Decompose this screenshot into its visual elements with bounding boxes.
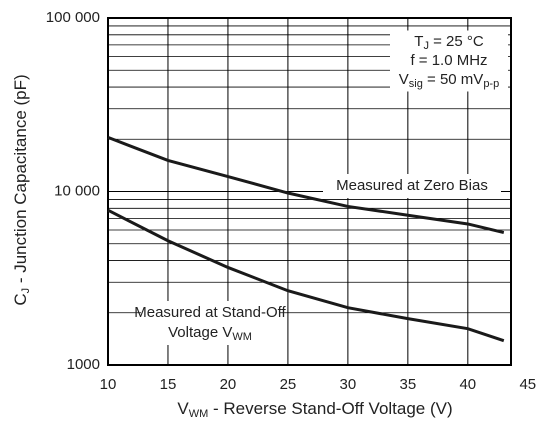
subscript: WM [189, 408, 209, 420]
label-background [390, 30, 508, 92]
text-part: = 25 °C [429, 33, 484, 50]
subscript: J [20, 288, 32, 294]
series-label: Measured at Zero Bias [336, 177, 488, 194]
text-part: C [11, 293, 30, 305]
x-tick-label: 25 [280, 376, 297, 393]
x-tick-label: 45 [519, 376, 536, 393]
text-part: f = 1.0 MHz [410, 52, 487, 69]
label-background [141, 301, 279, 345]
x-tick-label: 20 [220, 376, 237, 393]
x-tick-label: 35 [400, 376, 417, 393]
series-line [107, 208, 505, 343]
x-tick-label: 10 [100, 376, 117, 393]
x-axis-label: VWM - Reverse Stand-Off Voltage (V) [177, 399, 452, 419]
text-part: - Reverse Stand-Off Voltage (V) [208, 399, 452, 418]
y-axis-label: CJ - Junction Capacitance (pF) [11, 74, 31, 305]
y-tick-label: 10 000 [54, 182, 100, 199]
condition-label: f = 1.0 MHz [410, 52, 487, 69]
text-part: V [399, 71, 409, 88]
label-background [323, 174, 501, 198]
y-tick-label: 1000 [67, 356, 100, 373]
series-label: Measured at Stand-Off [134, 304, 286, 321]
x-tick-label: 40 [459, 376, 476, 393]
x-tick-label: 15 [160, 376, 177, 393]
text-part: - Junction Capacitance (pF) [11, 74, 30, 288]
y-tick-label: 100 000 [46, 9, 100, 26]
subscript: J [423, 40, 429, 52]
plot-frame [107, 17, 512, 366]
text-part: Measured at Zero Bias [336, 177, 488, 194]
text-part: V [177, 399, 189, 418]
subscript: p-p [483, 78, 499, 90]
condition-label: TJ = 25 °C [414, 33, 484, 52]
text-part: T [414, 33, 423, 50]
series-label: Voltage VWM [168, 324, 252, 343]
text-part: Voltage V [168, 324, 232, 341]
subscript: WM [232, 331, 252, 343]
condition-label: Vsig = 50 mVp-p [399, 71, 499, 90]
subscript: sig [409, 78, 423, 90]
x-tick-label: 30 [340, 376, 357, 393]
text-part: = 50 mV [423, 71, 483, 88]
text-part: Measured at Stand-Off [134, 304, 286, 321]
series-line [107, 136, 505, 235]
